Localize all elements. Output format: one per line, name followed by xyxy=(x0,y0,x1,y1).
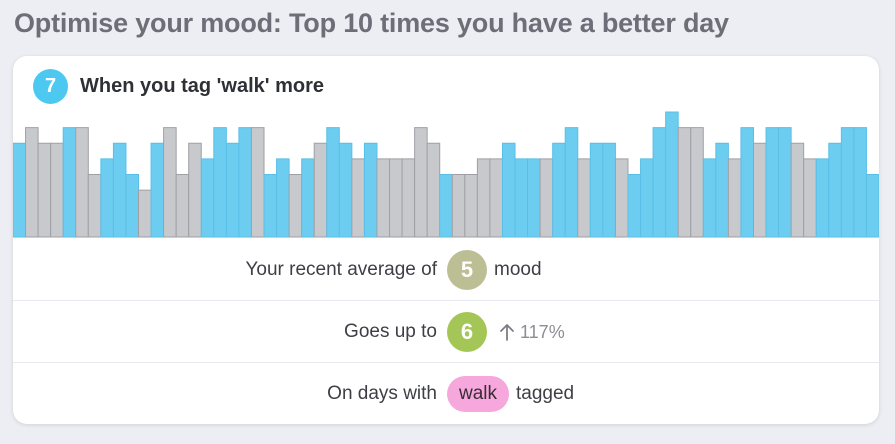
tagged-day-bar xyxy=(627,174,642,238)
tagged-day-bar xyxy=(828,142,842,238)
stat-row-tag: On days with walk tagged xyxy=(13,363,879,424)
card-title: When you tag 'walk' more xyxy=(80,75,324,97)
page-title: Optimise your mood: Top 10 times you hav… xyxy=(14,8,729,38)
untagged-day-bar xyxy=(313,142,328,238)
card-header: 7 When you tag 'walk' more xyxy=(33,69,324,104)
tagged-day-bar xyxy=(225,142,240,238)
untagged-day-bar xyxy=(803,158,817,238)
untagged-day-bar xyxy=(37,142,52,238)
untagged-day-bar xyxy=(426,142,441,238)
untagged-day-bar xyxy=(87,174,102,238)
untagged-day-bar xyxy=(451,174,466,238)
tagged-day-bar xyxy=(740,127,754,238)
tag-pill-walk[interactable]: walk xyxy=(447,376,510,412)
untagged-day-bar xyxy=(489,158,503,238)
tagged-day-bar xyxy=(702,158,717,238)
tagged-day-bar xyxy=(640,158,654,238)
tag-suffix: tagged xyxy=(516,383,575,404)
insight-card: 7 When you tag 'walk' more Your recent a… xyxy=(13,56,879,424)
untagged-day-bar xyxy=(50,142,64,238)
tagged-day-bar xyxy=(150,142,165,238)
tag-label: On days with xyxy=(327,383,437,404)
tagged-day-bar xyxy=(13,142,27,238)
untagged-day-bar xyxy=(401,158,416,238)
tagged-day-bar xyxy=(564,127,579,238)
average-mood-circle: 5 xyxy=(447,250,487,290)
mood-bar-chart xyxy=(13,111,879,238)
tagged-day-bar xyxy=(853,127,867,238)
untagged-day-bar xyxy=(75,127,89,238)
rank-badge: 7 xyxy=(33,69,68,104)
arrow-up-icon xyxy=(500,324,514,341)
untagged-day-bar xyxy=(163,127,177,238)
tagged-day-bar xyxy=(276,158,290,238)
average-suffix: mood xyxy=(494,259,542,280)
tagged-day-bar xyxy=(778,127,792,238)
tagged-day-bar xyxy=(439,174,453,238)
stat-row-average: Your recent average of 5 mood xyxy=(13,239,879,301)
tagged-day-bar xyxy=(514,158,529,238)
untagged-day-bar xyxy=(414,127,428,238)
tagged-day-bar xyxy=(263,174,278,238)
untagged-day-bar xyxy=(614,158,629,238)
untagged-day-bar xyxy=(690,127,704,238)
tagged-day-bar xyxy=(200,158,215,238)
untagged-day-bar xyxy=(464,174,478,238)
tagged-day-bar xyxy=(527,158,541,238)
untagged-day-bar xyxy=(727,158,742,238)
average-value: 5 mood xyxy=(447,239,542,301)
tagged-day-bar xyxy=(865,174,879,238)
tagged-day-bar xyxy=(301,158,315,238)
untagged-day-bar xyxy=(376,158,391,238)
untagged-day-bar xyxy=(790,142,805,238)
row-divider xyxy=(13,300,879,301)
tagged-day-bar xyxy=(815,158,830,238)
untagged-day-bar xyxy=(25,127,39,238)
untagged-day-bar xyxy=(389,158,403,238)
tagged-day-bar xyxy=(715,142,729,238)
tagged-day-bar xyxy=(238,127,252,238)
tagged-day-bar xyxy=(552,142,566,238)
tagged-day-bar xyxy=(112,142,127,238)
tagged-day-bar xyxy=(665,111,679,238)
untagged-day-bar xyxy=(351,158,365,238)
row-divider xyxy=(13,362,879,363)
improved-mood-circle: 6 xyxy=(447,312,487,352)
improved-value: 6 117% xyxy=(447,301,565,363)
tagged-day-bar xyxy=(840,127,855,238)
average-label: Your recent average of xyxy=(245,259,437,280)
untagged-day-bar xyxy=(188,142,202,238)
stat-row-improved: Goes up to 6 117% xyxy=(13,301,879,363)
untagged-day-bar xyxy=(175,174,190,238)
improvement-percent: 117% xyxy=(520,321,565,342)
untagged-day-bar xyxy=(288,174,303,238)
tagged-day-bar xyxy=(100,158,114,238)
improved-label: Goes up to xyxy=(344,321,437,342)
tag-value: walk tagged xyxy=(447,363,574,424)
tagged-day-bar xyxy=(213,127,227,238)
untagged-day-bar xyxy=(539,158,554,238)
tagged-day-bar xyxy=(652,127,667,238)
tagged-day-bar xyxy=(62,127,77,238)
tagged-day-bar xyxy=(125,174,140,238)
tagged-day-bar xyxy=(501,142,516,238)
untagged-day-bar xyxy=(577,158,591,238)
tagged-day-bar xyxy=(602,142,616,238)
tagged-day-bar xyxy=(589,142,604,238)
untagged-day-bar xyxy=(138,189,152,238)
tagged-day-bar xyxy=(338,142,353,238)
tagged-day-bar xyxy=(765,127,780,238)
untagged-day-bar xyxy=(677,127,692,238)
untagged-day-bar xyxy=(752,142,767,238)
untagged-day-bar xyxy=(476,158,491,238)
tagged-day-bar xyxy=(363,142,378,238)
tagged-day-bar xyxy=(326,127,340,238)
untagged-day-bar xyxy=(250,127,265,238)
